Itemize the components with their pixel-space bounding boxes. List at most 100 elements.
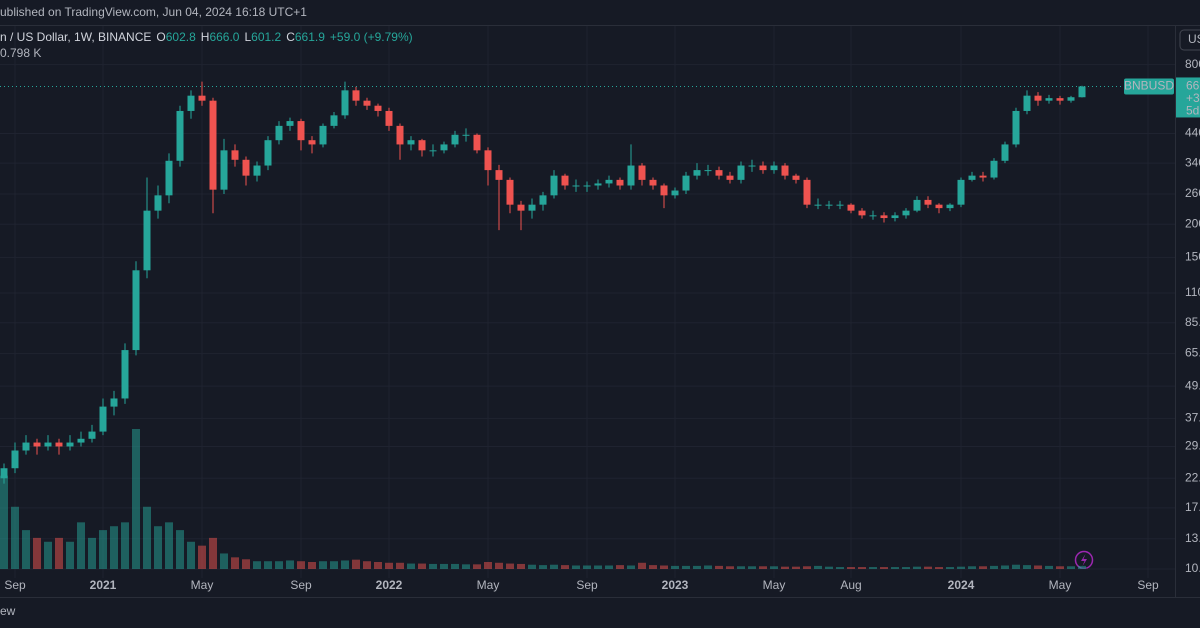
ohlc-value: 666.0 [209, 30, 239, 44]
change: +59.0 (+9.79%) [330, 30, 413, 44]
volume-bar [572, 565, 580, 569]
ohlc-value: 661.9 [295, 30, 325, 44]
volume-bar [385, 562, 393, 569]
volume-bar [0, 475, 8, 569]
volume-bar [913, 566, 921, 569]
volume-bar [627, 565, 635, 569]
symbol-tag [1124, 78, 1174, 95]
candle-body [297, 121, 305, 141]
volume-bar [858, 567, 866, 569]
volume-bar [825, 566, 833, 569]
volume-bar [451, 563, 459, 569]
candle-body [825, 204, 833, 206]
volume-bar [803, 566, 811, 569]
volume-bar [880, 567, 888, 569]
y-tick-label: 85.0 [1185, 315, 1200, 329]
volume-bar [319, 561, 327, 569]
candle-body [627, 165, 635, 186]
volume-bar [649, 565, 657, 569]
y-tick-label: 340.0 [1185, 155, 1200, 169]
volume-bar [220, 553, 228, 569]
candle-body [968, 175, 976, 180]
candle-body [1078, 86, 1086, 98]
x-tick-label: Sep [576, 578, 598, 592]
volume-bar [407, 563, 415, 569]
y-tick-label: 49.0 [1185, 378, 1200, 392]
volume-bar [330, 561, 338, 569]
currency-button-label[interactable]: US [1188, 32, 1200, 46]
candle-body [858, 210, 866, 216]
volume-bar [264, 561, 272, 569]
x-tick-label: 2024 [948, 578, 975, 592]
volume-bar [275, 561, 283, 569]
candle-body [594, 183, 602, 186]
candle-body [220, 150, 228, 190]
candle-body [957, 179, 965, 205]
candle-body [913, 199, 921, 211]
legend: n / US Dollar, 1W, BINANCE O602.8 H666.0 L6… [0, 30, 413, 60]
price-box-line: 5d [1186, 104, 1199, 118]
currency-button[interactable] [1179, 29, 1200, 51]
volume-bar [473, 564, 481, 569]
candle-body [1034, 95, 1042, 101]
candle-body [693, 170, 701, 176]
volume-bar [737, 566, 745, 569]
y-tick-label: 10.0 [1185, 561, 1200, 575]
candle-body [44, 442, 52, 447]
candle-body [506, 179, 514, 205]
candle-body [132, 270, 140, 351]
candle-body [726, 175, 734, 180]
volume-bar [594, 565, 602, 569]
volume-bar [33, 537, 41, 569]
candle-body [869, 215, 877, 217]
volume-bar [759, 566, 767, 569]
candle-body [418, 140, 426, 151]
volume-bar [891, 567, 899, 569]
x-tick-label: Aug [840, 578, 861, 592]
candle-body [539, 195, 547, 205]
volume-bar [396, 562, 404, 569]
candle-body [121, 350, 129, 399]
grid [0, 26, 1175, 578]
candle-body [792, 175, 800, 180]
y-tick-label: 17.0 [1185, 500, 1200, 514]
volume-bar [440, 563, 448, 569]
volume-bar [847, 567, 855, 569]
x-tick-label: 2022 [376, 578, 403, 592]
candle-body [429, 150, 437, 152]
x-tick-label: Sep [1137, 578, 1159, 592]
volume-bar [748, 566, 756, 569]
y-tick-label: 260.0 [1185, 186, 1200, 200]
volume-bar [1023, 565, 1031, 569]
x-tick-label: 2021 [90, 578, 117, 592]
volume-bar [715, 565, 723, 569]
symbol: n / US Dollar, 1W, BINANCE [0, 30, 151, 44]
volume-bar [418, 563, 426, 569]
candle-body [649, 179, 657, 186]
y-tick-label: 29.0 [1185, 439, 1200, 453]
candle-body [935, 204, 943, 209]
candle-body [517, 204, 525, 211]
candle-body [99, 406, 107, 432]
y-tick-label: 150.0 [1185, 249, 1200, 263]
y-tick-label: 440.0 [1185, 126, 1200, 140]
volume-bar [517, 563, 525, 569]
y-tick-label: 200.0 [1185, 216, 1200, 230]
candle-body [847, 204, 855, 211]
volume-bar [506, 563, 514, 569]
candle-body [561, 175, 569, 186]
candle-body [319, 125, 327, 145]
volume-bar [143, 506, 151, 569]
volume-bar [935, 567, 943, 569]
candle-body [781, 165, 789, 176]
volume-bar [110, 526, 118, 569]
candle-body [803, 179, 811, 205]
volume-bar [363, 561, 371, 569]
volume-bar [1034, 565, 1042, 569]
candle-body [715, 170, 723, 176]
volume-bar [462, 564, 470, 569]
volume-bar [726, 566, 734, 569]
candle-body [77, 438, 85, 443]
